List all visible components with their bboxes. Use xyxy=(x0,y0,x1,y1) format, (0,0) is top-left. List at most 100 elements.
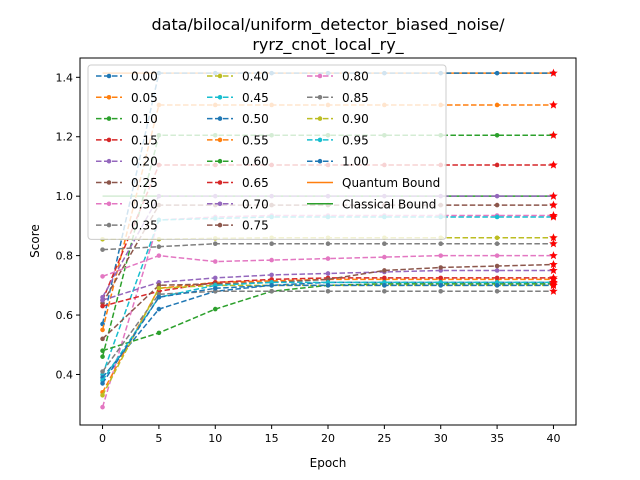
legend-swatch-marker xyxy=(217,95,223,100)
legend-box xyxy=(87,64,447,240)
legend-swatch-marker xyxy=(217,158,223,164)
y-tick-label: 1.2 xyxy=(56,131,74,144)
legend-label: Quantum Bound xyxy=(342,176,440,190)
legend-swatch-marker xyxy=(317,95,323,100)
series-path xyxy=(101,281,554,381)
legend-swatch-marker xyxy=(106,222,112,228)
legend-label: 0.00 xyxy=(131,70,158,84)
data-point xyxy=(438,265,444,270)
legend-label: 0.85 xyxy=(342,91,369,105)
legend-entry: 0.70 xyxy=(207,197,269,211)
y-tick-label: 0.6 xyxy=(56,309,74,322)
legend-swatch-marker xyxy=(217,201,223,207)
data-point xyxy=(494,202,500,208)
data-point xyxy=(156,244,162,250)
final-value-star xyxy=(549,239,558,248)
legend-entry: 0.10 xyxy=(96,112,158,126)
legend-label: 0.50 xyxy=(242,112,269,126)
x-tick-label: 15 xyxy=(265,432,279,445)
legend-label: 0.75 xyxy=(242,219,269,233)
data-point xyxy=(156,253,162,258)
final-value-star xyxy=(549,130,558,139)
data-point xyxy=(382,268,387,273)
x-tick-label: 20 xyxy=(321,432,335,445)
series-line xyxy=(100,283,556,386)
data-point xyxy=(156,306,162,312)
legend-entry: 0.30 xyxy=(96,197,158,211)
legend-entry: Classical Bound xyxy=(307,197,436,211)
data-point xyxy=(325,256,331,261)
legend-entry: 0.60 xyxy=(207,155,269,169)
data-point xyxy=(494,193,500,199)
data-point xyxy=(494,214,500,220)
y-tick-label: 0.8 xyxy=(56,250,74,263)
legend-label: 0.40 xyxy=(242,70,269,84)
chart-title-line-2: ryrz_cnot_local_ry_ xyxy=(252,35,404,55)
data-point xyxy=(100,392,105,398)
legend-entry: 0.55 xyxy=(207,133,269,147)
y-tick-label: 0.4 xyxy=(56,368,74,381)
y-tick-label: 1.4 xyxy=(56,71,74,84)
legend-swatch-marker xyxy=(106,180,112,185)
legend-entry: 0.90 xyxy=(307,112,369,126)
final-value-star xyxy=(549,260,558,269)
legend-label: 0.05 xyxy=(131,91,158,105)
legend-entry: 0.95 xyxy=(307,133,369,147)
data-point xyxy=(269,272,274,278)
data-point xyxy=(325,241,331,247)
legend-entry: 0.40 xyxy=(207,70,269,84)
legend-label: 0.55 xyxy=(242,133,269,147)
final-value-star xyxy=(549,200,558,209)
x-tick-label: 35 xyxy=(490,432,504,445)
data-point xyxy=(438,241,444,247)
data-point xyxy=(382,254,387,260)
final-value-star xyxy=(549,251,558,260)
legend-entry: Quantum Bound xyxy=(307,176,440,190)
final-value-star xyxy=(549,68,558,77)
data-point xyxy=(494,253,500,258)
data-point xyxy=(494,263,500,269)
data-point xyxy=(100,404,105,410)
legend-swatch-marker xyxy=(106,137,112,143)
data-point xyxy=(212,275,218,281)
data-point xyxy=(325,283,331,288)
legend-entry: 0.50 xyxy=(207,112,269,126)
legend-label: 0.65 xyxy=(242,176,269,190)
data-point xyxy=(382,288,387,294)
legend-entry: 0.15 xyxy=(96,133,158,147)
data-point xyxy=(100,247,105,252)
data-point xyxy=(212,241,218,247)
final-value-star xyxy=(549,212,558,221)
legend-label: Classical Bound xyxy=(342,197,436,211)
x-tick-label: 40 xyxy=(546,432,560,445)
legend-entry: 0.85 xyxy=(307,91,369,105)
data-point xyxy=(438,288,444,294)
data-point xyxy=(269,288,274,294)
legend-swatch-marker xyxy=(106,201,112,207)
data-point xyxy=(156,286,162,291)
final-star-markers xyxy=(549,68,558,295)
data-point xyxy=(269,283,274,288)
x-tick-label: 5 xyxy=(155,432,162,445)
data-point xyxy=(494,268,500,273)
legend-swatch-marker xyxy=(217,73,223,79)
legend-entry: 0.45 xyxy=(207,91,269,105)
data-point xyxy=(325,288,331,294)
data-point xyxy=(382,283,387,288)
legend-swatch-marker xyxy=(106,116,112,121)
legend-label: 0.25 xyxy=(131,176,158,190)
legend: 0.00 0.05 0.10 0.15 0.20 0.25 0.30 0.35 0.40 0.45… xyxy=(87,64,447,240)
legend-swatch-marker xyxy=(317,116,323,121)
legend-swatch-marker xyxy=(106,73,112,79)
legend-entry: 0.80 xyxy=(307,70,369,84)
data-point xyxy=(156,294,162,300)
data-point xyxy=(494,288,500,294)
final-value-star xyxy=(549,100,558,109)
data-point xyxy=(438,275,444,281)
legend-swatch-marker xyxy=(317,137,323,143)
legend-label: 0.95 xyxy=(342,133,369,147)
data-point xyxy=(494,283,500,288)
final-value-star xyxy=(549,286,558,295)
data-point xyxy=(382,275,387,281)
data-point xyxy=(156,330,162,336)
